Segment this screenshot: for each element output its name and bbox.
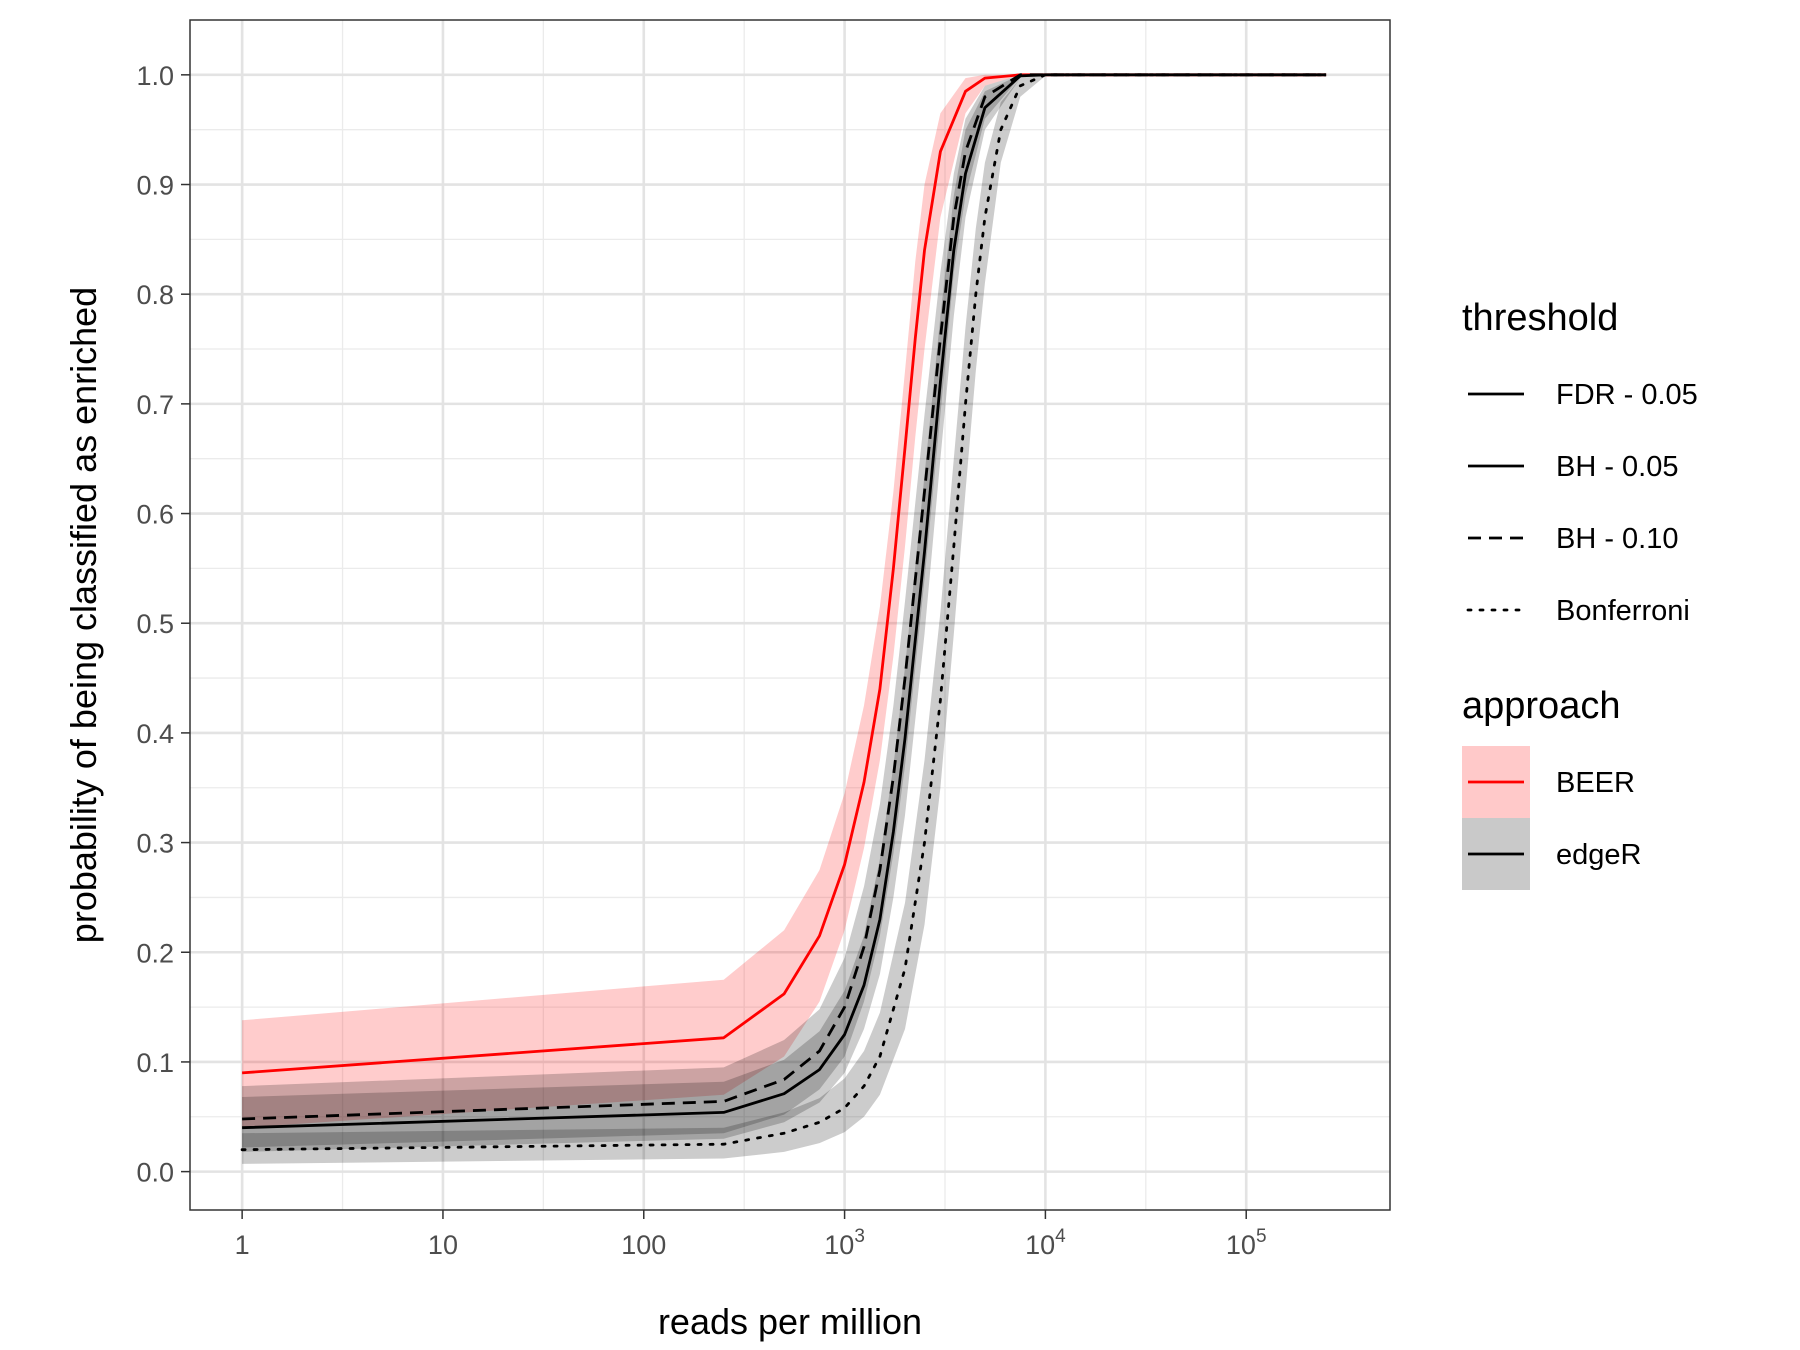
legend-label-edger: edgeR <box>1556 839 1641 871</box>
grid-minor <box>190 20 1390 1210</box>
band-beer-fdr-0-05 <box>242 74 1327 1128</box>
grid-major <box>190 20 1390 1210</box>
legend-label-fdr-0-05: FDR - 0.05 <box>1556 379 1698 411</box>
legend-title-approach: approach <box>1462 685 1620 727</box>
x-tick-label: 103 <box>824 1226 865 1260</box>
y-tick-label: 0.2 <box>136 938 174 968</box>
y-tick-label: 0.3 <box>136 829 174 859</box>
y-tick-label: 0.1 <box>136 1048 174 1078</box>
y-axis-title: probability of being classified as enric… <box>63 287 104 943</box>
y-tick-label: 0.6 <box>136 500 174 530</box>
x-tick-label: 104 <box>1025 1226 1066 1260</box>
legend: threshold FDR - 0.05 BH - 0.05 BH - 0.10 Bon… <box>1462 297 1698 890</box>
confidence-bands <box>242 74 1327 1164</box>
panel-border <box>189 19 1391 1211</box>
legend-label-bh-0-05: BH - 0.05 <box>1556 451 1679 483</box>
panel-background <box>190 20 1390 1210</box>
y-tick-label: 0.9 <box>136 171 174 201</box>
y-axis: 0.0 0.1 0.2 0.3 0.4 0.5 0.6 0.7 0.8 0.9 1.0 <box>136 61 190 1188</box>
line-edger-bh-0-10 <box>242 73 1327 1121</box>
x-tick-label: 100 <box>621 1230 666 1260</box>
y-tick-label: 0.5 <box>136 609 174 639</box>
y-tick-label: 0.7 <box>136 390 174 420</box>
legend-label-beer: BEER <box>1556 767 1635 799</box>
x-axis: 1 10 100 103 104 105 <box>235 1210 1267 1260</box>
x-tick-label: 105 <box>1226 1226 1267 1260</box>
legend-label-bh-0-10: BH - 0.10 <box>1556 523 1679 555</box>
series-lines <box>240 73 1328 1152</box>
y-tick-label: 0.0 <box>136 1158 174 1188</box>
line-beer-fdr-0-05 <box>241 73 1327 1075</box>
x-tick-label: 1 <box>235 1230 250 1260</box>
legend-title-threshold: threshold <box>1462 297 1618 339</box>
y-tick-label: 0.8 <box>136 280 174 310</box>
y-tick-label: 1.0 <box>136 61 174 91</box>
line-edger-bonferroni <box>240 73 1328 1152</box>
x-axis-title: reads per million <box>658 1301 922 1342</box>
x-tick-label: 10 <box>428 1230 458 1260</box>
line-edger-bh-0-05 <box>242 73 1327 1130</box>
y-tick-label: 0.4 <box>136 719 174 749</box>
legend-label-bonferroni: Bonferroni <box>1556 595 1690 627</box>
